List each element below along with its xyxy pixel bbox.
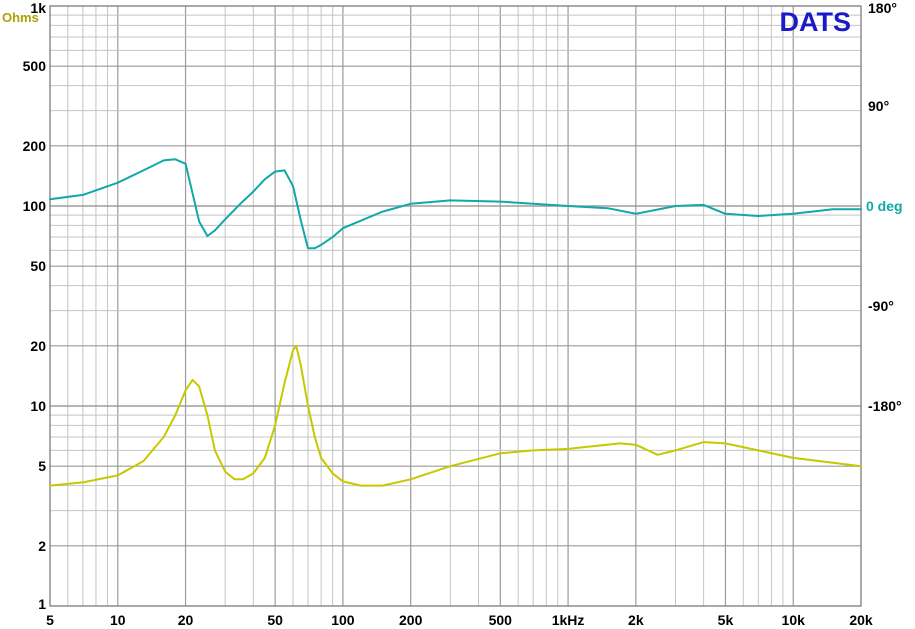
- x-tick-label: 100: [331, 612, 355, 628]
- plot-background: [50, 6, 861, 606]
- brand-logo: DATS: [780, 7, 852, 37]
- x-tick-labels: 5 10 20 50 100 200 500 1kHz 2k 5k 10k 20k: [46, 612, 873, 628]
- phase-tick-label: -90°: [868, 298, 894, 314]
- y-tick-label: 10: [30, 398, 46, 414]
- x-tick-label: 2k: [628, 612, 644, 628]
- plot-frame: [49, 5, 862, 607]
- y-tick-label: 1: [38, 596, 46, 612]
- y-tick-label: 100: [23, 198, 47, 214]
- phase-axis-label: 0 deg: [866, 198, 903, 214]
- y-tick-label: 50: [30, 258, 46, 274]
- phase-curve: [49, 158, 862, 250]
- series-layer: [49, 158, 862, 487]
- x-tick-label: 200: [399, 612, 423, 628]
- x-tick-label: 10: [110, 612, 126, 628]
- phase-tick-label: -180°: [868, 398, 902, 414]
- x-tick-label: 10k: [782, 612, 806, 628]
- x-tick-label: 500: [489, 612, 513, 628]
- x-tick-label: 1kHz: [552, 612, 585, 628]
- impedance-curve: [49, 344, 862, 487]
- x-tick-label: 5k: [718, 612, 734, 628]
- y-axis-label: Ohms: [2, 10, 39, 25]
- y-tick-label: 1k: [30, 0, 46, 16]
- x-tick-label: 5: [46, 612, 54, 628]
- x-tick-label: 20k: [849, 612, 873, 628]
- phase-tick-label: 90°: [868, 98, 889, 114]
- phase-tick-labels: 180° 90° 0 deg -90° -180°: [866, 0, 903, 414]
- y-tick-label: 20: [30, 338, 46, 354]
- y-tick-label: 2: [38, 538, 46, 554]
- y-tick-labels: 1 2 5 10 20 50 100 200 500 1k: [23, 0, 47, 612]
- x-tick-label: 50: [267, 612, 283, 628]
- phase-tick-label: 180°: [868, 0, 897, 16]
- grid: [49, 5, 862, 607]
- y-tick-label: 500: [23, 58, 47, 74]
- x-tick-label: 20: [178, 612, 194, 628]
- y-tick-label: 200: [23, 138, 47, 154]
- y-tick-label: 5: [38, 458, 46, 474]
